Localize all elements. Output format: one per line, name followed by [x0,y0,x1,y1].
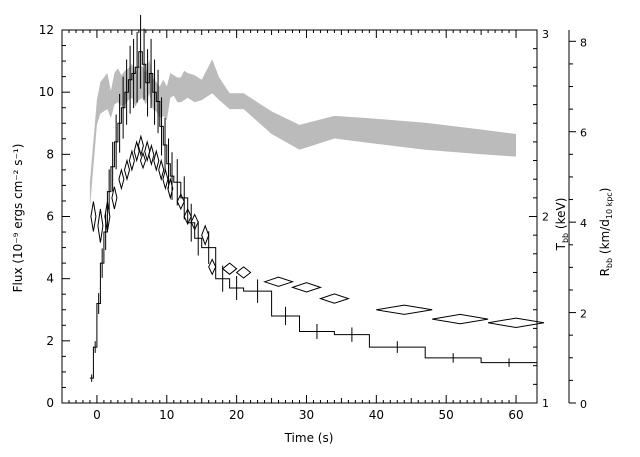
flux-tick-label: 8 [46,147,54,161]
temperature-diamond [90,201,97,232]
temp-axis-label-unit: (keV) [554,198,568,233]
temp-tick-label: 1 [542,397,549,410]
temperature-diamond [201,224,210,246]
temperature-diamond [104,201,111,232]
temperature-diamond [183,207,192,226]
temperature-diamond [153,149,160,172]
temperature-diamond [208,258,217,276]
temp-axis-label: Tbb (keV) [554,198,570,252]
temperature-diamond [139,151,147,170]
x-tick-label: 50 [439,408,454,422]
radius-tick-label: 0 [580,398,587,411]
flux-lightcurve-layer [89,14,537,382]
flux-tick-label: 6 [46,210,54,224]
temperature-diamond [133,139,140,163]
radius-band [89,59,517,209]
temperature-diamond [176,192,185,211]
flux-tick-label: 4 [46,272,54,286]
temperature-diamond [123,158,131,182]
temp-axis-label-sub: bb [561,233,570,243]
temperature-diamond [432,313,489,325]
temperature-diamond [118,167,125,191]
temperature-diamond [376,304,433,315]
radius-axis-label-main: R [598,268,612,276]
flux-tick-label: 12 [39,23,54,37]
temperature-diamond [221,262,238,275]
temp-tick-label: 2 [542,211,549,224]
temperature-diamonds-layer [90,134,545,329]
flux-axis-label: Flux (10⁻⁹ ergs cm⁻² s⁻¹) [11,144,25,293]
temperature-diamond [128,149,135,172]
x-tick-label: 10 [159,408,174,422]
flux-tick-label: 2 [46,334,54,348]
radius-tick-label: 4 [580,217,587,230]
radius-axis-label-sub: bb [605,258,614,268]
temperature-diamond [263,276,295,287]
x-tick-label: 20 [229,408,244,422]
temperature-diamond [290,282,323,293]
temperature-diamond [318,293,350,304]
temperature-diamond [137,134,144,157]
radius-axis-label-close: ) [598,188,612,193]
temperature-diamond [167,177,174,200]
temp-axis-label-main: T [554,242,568,251]
x-axis-label: Time (s) [284,431,334,445]
radius-axis-label-unit: (km/d [598,219,612,258]
radius-tick-label: 6 [580,127,587,140]
temperature-diamond [488,317,545,329]
radius-tick-label: 2 [580,308,587,321]
radius-axis-label-unit-sub: 10 kpc [605,192,614,219]
flux-tick-label: 10 [39,85,54,99]
temperature-diamond [148,143,155,167]
temperature-diamond [162,167,169,191]
flux-tick-label: 0 [46,396,54,410]
radius-tick-label: 8 [580,36,587,49]
temp-tick-label: 3 [542,28,549,41]
temperature-diamond [158,158,165,182]
x-tick-label: 0 [93,408,101,422]
temperature-diamond [144,139,151,163]
x-tick-label: 60 [508,408,523,422]
temperature-diamond [190,213,199,231]
radius-axis-label: Rbb (km/d10 kpc) [598,188,614,277]
temperature-diamond [97,208,104,243]
temperature-diamond [111,186,118,210]
temperature-diamond [235,266,252,279]
radius-band-layer [89,59,517,209]
x-tick-label: 30 [299,408,314,422]
x-tick-label: 40 [369,408,384,422]
